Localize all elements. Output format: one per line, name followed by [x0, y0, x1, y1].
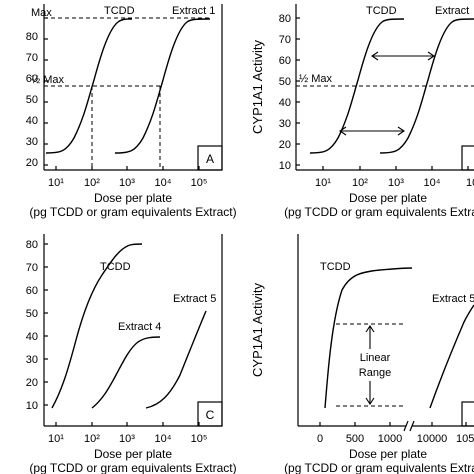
panel-c-x-ticks: 10¹ 10² 10³ 10⁴ 10⁵ [48, 422, 207, 445]
panel-d-xtick-0: 0 [317, 433, 323, 445]
panel-c-extract5-curve [145, 310, 207, 409]
panel-c-ytick-50: 50 [26, 308, 38, 320]
panel-c-extract4-curve [91, 336, 161, 409]
panel-a-label-max: Max [31, 7, 52, 19]
panel-d-xtick-10000: 10000 [417, 433, 448, 445]
panel-a-x-ticks: 10¹ 10² 10³ 10⁴ 10⁵ [48, 166, 207, 189]
panel-d: 0 500 1000 1500 10000 1050 Linear Range … [250, 234, 474, 474]
panel-b-ytick-20: 20 [279, 139, 291, 151]
panel-b-xtick-5: 10 [466, 177, 474, 189]
panel-c-ytick-20: 20 [26, 377, 38, 389]
panel-b-ytick-70: 70 [279, 34, 291, 46]
panel-a-xtick-1: 10¹ [48, 177, 64, 189]
panel-c-ytick-60: 60 [26, 285, 38, 297]
panel-c-ytick-40: 40 [26, 331, 38, 343]
panel-a-ytick-40: 40 [26, 115, 38, 127]
panel-c-ytick-80: 80 [26, 239, 38, 251]
panel-a-xlabel: Dose per plate [94, 191, 172, 205]
panel-a-xtick-3: 10³ [119, 177, 135, 189]
panel-b-extract-curve [379, 18, 474, 154]
panel-b-y-ticks: 80 70 60 50 40 30 20 10 [279, 13, 300, 172]
panel-d-label-range: Range [359, 367, 391, 379]
panel-d-xtick-1050: 1050 [456, 433, 474, 445]
panel-d-tcdd-curve [324, 267, 413, 409]
panel-d-label-extract5: Extract 5 [432, 293, 474, 305]
panel-c-letter: C [206, 408, 215, 422]
panel-b-xlabel2: (pg TCDD or gram equivalents Extrac [284, 205, 474, 219]
panel-a-ytick-50: 50 [26, 94, 38, 106]
panel-d-xlabel: Dose per plate [349, 447, 427, 461]
panel-b-ylabel: CYP1A1 Activity [250, 40, 265, 134]
panel-b-ytick-50: 50 [279, 76, 291, 88]
panel-a-xtick-4: 10⁴ [155, 177, 172, 189]
panel-b-xtick-4: 10⁴ [424, 177, 441, 189]
panel-c-label-extract5: Extract 5 [173, 293, 216, 305]
panel-a-ytick-60: 60 [26, 73, 38, 85]
panel-b-xtick-1: 10¹ [315, 177, 331, 189]
panel-d-ylabel: CYP1A1 Activity [250, 283, 265, 377]
panel-b-label-extract: Extract [435, 5, 469, 17]
panel-c-xtick-4: 10⁴ [155, 433, 172, 445]
panel-b-ytick-80: 80 [279, 13, 291, 25]
panel-d-linear-label-bg [356, 349, 394, 381]
panel-a-extract1-curve [114, 18, 211, 154]
panel-d-xtick-500: 500 [346, 433, 364, 445]
panel-d-xtick-1000: 1000 [378, 433, 402, 445]
panel-b-ytick-40: 40 [279, 97, 291, 109]
panel-b-x-ticks: 10¹ 10² 10³ 10⁴ 10 [315, 166, 474, 189]
panel-a-ytick-70: 70 [26, 52, 38, 64]
panel-c-label-extract4: Extract 4 [118, 321, 161, 333]
panel-d-xlabel2: (pg TCDD or gram equivalents Extrac [284, 461, 474, 474]
panel-a-label-extract1: Extract 1 [172, 5, 215, 17]
panel-c-ytick-70: 70 [26, 262, 38, 274]
panel-a: 80 70 60 50 40 30 20 10 10¹ 10² 10³ 10⁴ … [26, 4, 237, 219]
panel-b-xlabel: Dose per plate [349, 191, 427, 205]
panel-c: 80 70 60 50 40 30 20 10 10¹ 10² 10³ 10⁴ … [26, 234, 237, 474]
panel-d-letter-box [461, 401, 474, 427]
panel-d-x-ticks: 0 500 1000 1500 10000 1050 [317, 422, 474, 445]
panel-a-label-tcdd: TCDD [104, 5, 135, 17]
panel-c-label-tcdd: TCDD [100, 261, 131, 273]
panel-a-xtick-5: 10⁵ [191, 177, 208, 189]
panel-c-xtick-1: 10¹ [48, 433, 64, 445]
panel-b-xtick-2: 10² [352, 177, 368, 189]
panel-b-xtick-3: 10³ [388, 177, 404, 189]
panel-a-xlabel2: (pg TCDD or gram equivalents Extract) [29, 205, 236, 219]
panel-b-arrow-upper [371, 51, 435, 61]
panel-c-ytick-30: 30 [26, 354, 38, 366]
panel-b-ytick-30: 30 [279, 118, 291, 130]
panel-c-letter-box [197, 401, 223, 427]
panel-b-label-tcdd: TCDD [366, 5, 397, 17]
panel-b-ytick-60: 60 [279, 55, 291, 67]
panel-b-label-halfmax: ½ Max [299, 73, 333, 85]
panel-c-y-ticks: 80 70 60 50 40 30 20 10 [26, 239, 48, 412]
panel-b-arrow-lower [339, 126, 405, 136]
panel-a-ytick-20: 20 [26, 157, 38, 169]
panel-d-label-tcdd: TCDD [320, 261, 351, 273]
panel-a-letter: A [206, 152, 214, 166]
panel-c-xtick-3: 10³ [119, 433, 135, 445]
panel-a-xtick-2: 10² [84, 177, 100, 189]
panel-a-ytick-80: 80 [26, 31, 38, 43]
panel-a-ytick-30: 30 [26, 136, 38, 148]
panel-d-label-linear: Linear [360, 352, 391, 364]
panel-c-ytick-10: 10 [26, 400, 38, 412]
panel-b: 80 70 60 50 40 30 20 10 10¹ 10² 10³ 10⁴ … [250, 4, 474, 219]
panel-b-letter-box [461, 145, 474, 171]
panel-a-y-ticks: 80 70 60 50 40 30 20 10 [26, 17, 48, 169]
panel-c-xtick-2: 10² [84, 433, 100, 445]
panel-b-ytick-10: 10 [279, 160, 291, 172]
panel-a-label-halfmax: ½ Max [31, 74, 65, 86]
panel-b-tcdd-curve [309, 18, 405, 154]
panel-d-axis-break [403, 420, 415, 432]
panel-c-tcdd-curve [51, 243, 143, 409]
panel-c-xlabel2: (pg TCDD or gram equivalents Extract) [29, 461, 236, 474]
panel-a-tcdd-curve [45, 18, 133, 154]
panel-c-xtick-5: 10⁵ [191, 433, 208, 445]
panel-c-xlabel: Dose per plate [94, 447, 172, 461]
panel-a-letter-box [197, 145, 223, 171]
panel-d-extract5-curve [429, 304, 474, 409]
